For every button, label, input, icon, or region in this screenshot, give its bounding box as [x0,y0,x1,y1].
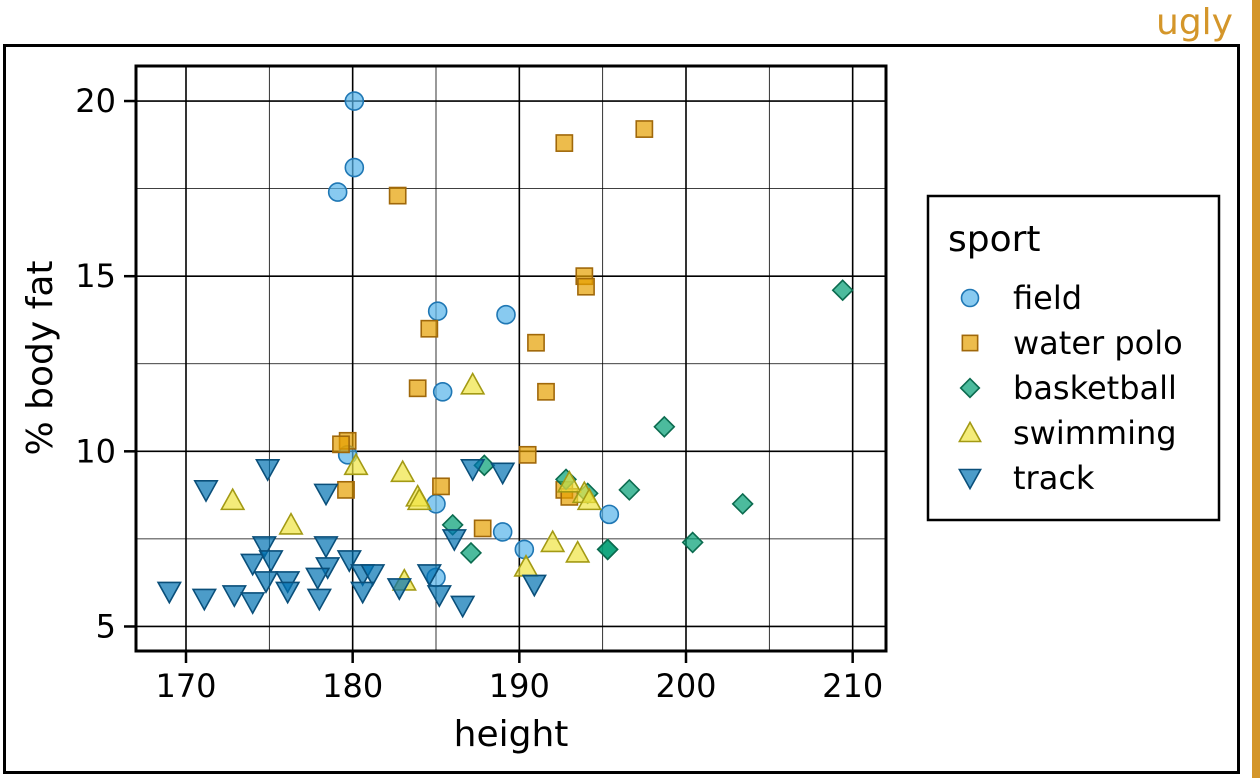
point-field [427,301,448,322]
legend-marker-basketball [959,377,981,399]
point-basketball [459,541,483,564]
point-track [240,592,266,615]
point-water-polo [432,477,450,496]
point-track [360,564,386,587]
legend-label-basketball: basketball [1013,369,1177,407]
point-track [521,574,547,598]
point-basketball [653,415,676,438]
point-track [305,567,331,591]
legend-marker-track [958,468,982,491]
point-field [344,157,365,178]
point-swimming [576,487,602,511]
y-tick-label: 15 [75,257,116,295]
legend-marker-swimming [958,420,982,443]
point-water-polo [518,445,537,464]
y-axis-label: % body fat [20,261,61,456]
point-basketball [681,531,704,554]
point-swimming [565,540,591,563]
legend-label-track: track [1013,459,1095,497]
point-water-polo [527,333,545,352]
point-track [275,581,301,605]
x-tick-label: 200 [655,667,716,705]
point-water-polo [388,186,407,205]
legend-label-water-polo: water polo [1013,324,1183,362]
point-track [156,581,182,605]
x-tick-label: 210 [822,667,883,705]
point-track [490,462,516,486]
x-tick-label: 190 [489,667,550,705]
point-track [251,536,277,559]
point-swimming [343,452,369,476]
accent-bar [1252,0,1260,778]
x-tick-label: 170 [155,667,216,705]
point-field [496,304,516,325]
point-swimming [540,529,566,553]
point-water-polo [420,319,439,338]
point-water-polo [577,277,595,296]
point-water-polo [635,120,654,138]
point-track [253,571,279,594]
point-track [313,536,339,559]
point-field [514,539,535,560]
point-swimming [460,371,486,395]
legend-label-swimming: swimming [1013,414,1177,452]
point-track [221,585,247,608]
point-track [441,529,467,552]
point-track [255,459,281,482]
x-axis-label: height [454,714,569,755]
point-field [344,91,365,111]
legend-label-field: field [1013,279,1082,317]
point-track [336,550,362,573]
legend-marker-field [960,288,980,308]
legend-title: sport [948,219,1041,260]
y-tick-label: 5 [96,607,116,645]
point-water-polo [473,519,492,538]
point-basketball [731,492,754,515]
legend-box [926,194,1221,522]
point-track [426,585,452,608]
point-basketball [618,478,641,501]
point-water-polo [332,435,350,454]
legend-marker-water-polo [961,334,979,352]
point-water-polo [408,379,427,398]
point-basketball [596,538,619,561]
point-field [327,182,348,202]
point-swimming [220,487,246,511]
point-field [492,522,513,542]
y-tick-label: 10 [75,432,116,470]
point-track [191,588,217,612]
point-water-polo [537,382,555,401]
point-track [193,480,219,503]
point-water-polo [337,480,355,499]
point-track [258,550,284,573]
point-track [313,483,339,507]
point-swimming [513,554,539,577]
y-tick-label: 20 [75,82,116,120]
plot-area-frame [134,64,888,653]
point-track [306,588,332,612]
point-water-polo [555,134,574,152]
legend: sport field water polo basketball swimming t… [926,194,1221,522]
point-field [599,504,620,525]
axis-ticks: 170 180 190 200 210 5 10 15 20 [75,82,883,705]
point-track [350,581,376,605]
style-tag: ugly [1156,2,1233,43]
point-field [432,381,453,402]
figure-frame [3,44,1240,774]
point-track [386,578,412,601]
point-swimming [406,487,432,511]
point-track [460,459,486,482]
point-field [426,494,446,514]
point-track [450,595,476,619]
x-tick-label: 180 [322,667,383,705]
point-swimming [278,511,304,535]
data-points [156,91,854,619]
point-swimming [556,469,582,493]
point-track [240,553,266,577]
point-swimming [390,459,416,483]
point-track [416,564,442,587]
point-basketball [831,279,854,302]
